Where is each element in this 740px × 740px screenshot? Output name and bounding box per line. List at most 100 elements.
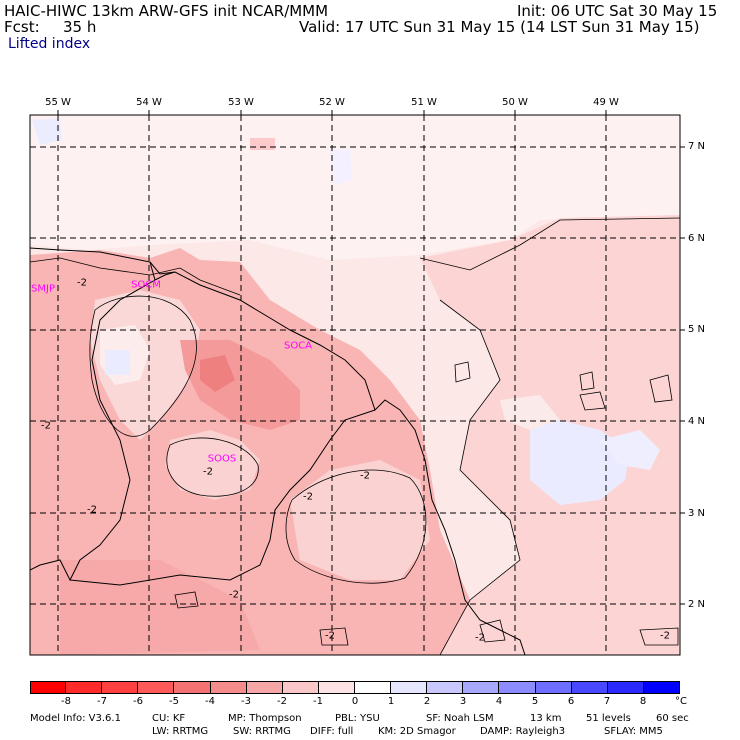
contour-line — [439, 299, 521, 655]
shade-region — [105, 350, 130, 375]
colorbar-tick-label: -6 — [133, 696, 143, 707]
colorbar-cell — [102, 681, 139, 694]
contour-label: -2 — [41, 420, 51, 432]
colorbar-cell — [66, 681, 103, 694]
shade-region — [165, 430, 260, 500]
latitude-label: 3 N — [688, 508, 706, 519]
contour-label: -2 — [203, 466, 213, 478]
init-time: Init: 06 UTC Sat 30 May 15 — [517, 2, 718, 20]
colorbar-tick-label: 4 — [495, 696, 503, 707]
latitude-label: 4 N — [688, 416, 706, 427]
shade-region — [30, 115, 680, 260]
contour-line — [166, 437, 259, 497]
colorbar-cell — [355, 681, 392, 694]
colorbar-cell — [463, 681, 500, 694]
station-label: SMJP — [31, 283, 55, 295]
pbl-scheme: PBL: YSU — [335, 713, 380, 724]
coastline — [30, 247, 526, 655]
colorbar-tick-label: -1 — [313, 696, 323, 707]
colorbar-tick-label: 3 — [459, 696, 467, 707]
colorbar-cell — [210, 681, 247, 694]
colorbar-cell — [571, 681, 608, 694]
contour-label: -2 — [660, 630, 670, 642]
sflay-scheme: SFLAY: MM5 — [604, 726, 663, 737]
colorbar-cell — [607, 681, 644, 694]
diff-scheme: DIFF: full — [310, 726, 354, 737]
station-label: SOCA — [283, 340, 313, 352]
longitude-label: 53 W — [228, 97, 254, 108]
contour-label: -2 — [229, 589, 239, 601]
contour-label: -2 — [303, 491, 313, 503]
sw-scheme: SW: RRTMG — [233, 726, 291, 737]
latitude-label: 7 N — [688, 141, 706, 152]
mp-scheme: MP: Thompson — [228, 713, 302, 724]
forecast-label: Fcst: — [4, 18, 40, 36]
contour-line — [639, 627, 679, 646]
colorbar-tick-label: 1 — [387, 696, 395, 707]
latitude-label: 6 N — [688, 233, 706, 244]
contour-label: -2 — [87, 504, 97, 516]
colorbar-tick-label: -8 — [61, 696, 71, 707]
damp-scheme: DAMP: Rayleigh3 — [480, 726, 566, 737]
colorbar-cell — [499, 681, 536, 694]
contour-line — [285, 469, 427, 584]
shade-region — [600, 430, 660, 470]
colorbar-tick-label: -4 — [205, 696, 215, 707]
colorbar-tick-label: 7 — [603, 696, 611, 707]
model-title: HAIC-HIWC 13km ARW-GFS init NCAR/MMM — [4, 2, 329, 20]
colorbar-cell — [138, 681, 175, 694]
colorbar-tick-label: 2 — [423, 696, 431, 707]
shade-region — [290, 460, 430, 580]
contour-line — [649, 374, 673, 403]
latitude-label: 5 N — [688, 324, 706, 335]
timestep: 60 sec — [656, 713, 689, 724]
contour-line — [579, 391, 606, 411]
colorbar-cell — [427, 681, 464, 694]
colorbar-cell — [535, 681, 572, 694]
latitude-label: 2 N — [688, 599, 706, 610]
longitude-label: 49 W — [593, 97, 619, 108]
colorbar-tick-label: 0 — [351, 696, 359, 707]
longitude-label: 54 W — [136, 97, 162, 108]
colorbar-cell — [391, 681, 428, 694]
valid-time: Valid: 17 UTC Sun 31 May 15 (14 LST Sun … — [299, 18, 700, 36]
colorbar-frame — [30, 681, 680, 694]
cu-scheme: CU: KF — [152, 713, 186, 724]
contour-line — [30, 257, 241, 296]
colorbar-tick-label: -3 — [241, 696, 251, 707]
colorbar-cell — [318, 681, 355, 694]
contour-line — [579, 371, 595, 391]
contour-label: -2 — [77, 277, 87, 289]
levels: 51 levels — [586, 713, 631, 724]
longitude-label: 51 W — [411, 97, 437, 108]
shade-region — [200, 355, 235, 392]
contour-label: -2 — [325, 630, 335, 642]
contour-line — [454, 361, 471, 383]
graticule — [30, 115, 680, 655]
station-label: SOOS — [207, 453, 237, 465]
resolution: 13 km — [530, 713, 562, 724]
colorbar-cell — [246, 681, 283, 694]
colorbar-tick-label: 6 — [567, 696, 575, 707]
colorbar-cell — [30, 681, 67, 694]
km-scheme: KM: 2D Smagor — [378, 726, 456, 737]
lw-scheme: LW: RRTMG — [152, 726, 209, 737]
sf-scheme: SF: Noah LSM — [426, 713, 494, 724]
colorbar-cell — [282, 681, 319, 694]
colorbar-tick-label: -5 — [169, 696, 179, 707]
border-line — [149, 261, 176, 275]
colorbar-tick-label: -2 — [277, 696, 287, 707]
field-title: Lifted index — [8, 36, 91, 52]
contour-line — [319, 627, 349, 646]
station-label: SOCM — [131, 279, 161, 291]
contour-label: -2 — [360, 470, 370, 482]
shade-region — [32, 118, 62, 145]
contour-line — [174, 591, 199, 609]
contour-label: -2 — [475, 632, 485, 644]
contour-line — [479, 619, 506, 643]
colorbar-cell — [174, 681, 211, 694]
colorbar-unit: °C — [675, 696, 687, 707]
map-frame — [29, 114, 681, 656]
shade-region — [330, 148, 352, 185]
contour-line — [419, 217, 680, 271]
